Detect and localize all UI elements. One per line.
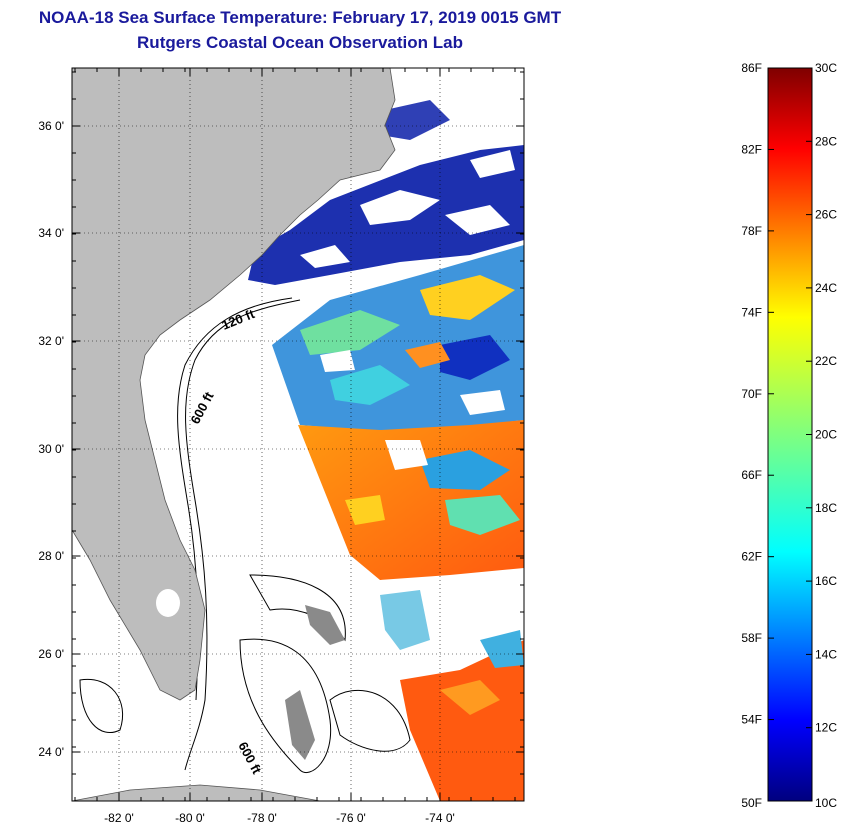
colorbar-fahrenheit-label: 78F	[741, 224, 762, 238]
colorbar-celsius-label: 16C	[815, 574, 837, 588]
colorbar-celsius-label: 26C	[815, 208, 837, 222]
lon-tick-label: -82 0'	[104, 811, 134, 825]
title-line-2: Rutgers Coastal Ocean Observation Lab	[137, 33, 463, 52]
title-line-1: NOAA-18 Sea Surface Temperature: Februar…	[38, 8, 562, 27]
land-cuba	[72, 784, 321, 801]
lake-okeechobee	[156, 589, 180, 617]
lat-tick-label: 36 0'	[38, 119, 64, 133]
colorbar-fahrenheit-label: 86F	[741, 61, 762, 75]
colorbar-celsius-label: 20C	[815, 428, 837, 442]
land-mass	[72, 68, 396, 701]
colorbar-celsius-label: 24C	[815, 281, 837, 295]
bahamas-island	[305, 605, 345, 645]
lat-tick-label: 28 0'	[38, 549, 64, 563]
lon-tick-label: -74 0'	[425, 811, 455, 825]
bahamas-island	[285, 690, 315, 760]
lon-tick-label: -78 0'	[247, 811, 277, 825]
sst-mixed-region	[272, 245, 524, 430]
colorbar-celsius-label: 30C	[815, 61, 837, 75]
colorbar-fahrenheit-label: 62F	[741, 550, 762, 564]
lat-tick-label: 34 0'	[38, 226, 64, 240]
lon-tick-label: -76 0'	[336, 811, 366, 825]
colorbar-fahrenheit-label: 70F	[741, 387, 762, 401]
colorbar-celsius-label: 22C	[815, 354, 837, 368]
colorbar-celsius-label: 28C	[815, 134, 837, 148]
colorbar	[767, 67, 813, 802]
lat-tick-label: 26 0'	[38, 647, 64, 661]
colorbar-celsius-label: 12C	[815, 721, 837, 735]
grid-lines	[72, 68, 524, 801]
colorbar-celsius-label: 18C	[815, 501, 837, 515]
colorbar-fahrenheit-label: 66F	[741, 468, 762, 482]
lon-tick-label: -80 0'	[175, 811, 205, 825]
axis-ticks	[72, 68, 524, 801]
map-frame	[71, 67, 525, 802]
colorbar-fahrenheit-label: 74F	[741, 305, 762, 319]
lat-tick-label: 30 0'	[38, 442, 64, 456]
sst-warm-region	[298, 420, 524, 801]
colorbar-fahrenheit-label: 58F	[741, 631, 762, 645]
colorbar-ticks	[768, 67, 812, 802]
colorbar-celsius-label: 14C	[815, 647, 837, 661]
colorbar-fahrenheit-label: 82F	[741, 142, 762, 156]
lat-tick-label: 24 0'	[38, 745, 64, 759]
lat-tick-label: 32 0'	[38, 334, 64, 348]
colorbar-fahrenheit-label: 50F	[741, 796, 762, 810]
colorbar-celsius-label: 10C	[815, 796, 837, 810]
sst-cool-region	[248, 100, 524, 285]
colorbar-fahrenheit-label: 54F	[741, 713, 762, 727]
